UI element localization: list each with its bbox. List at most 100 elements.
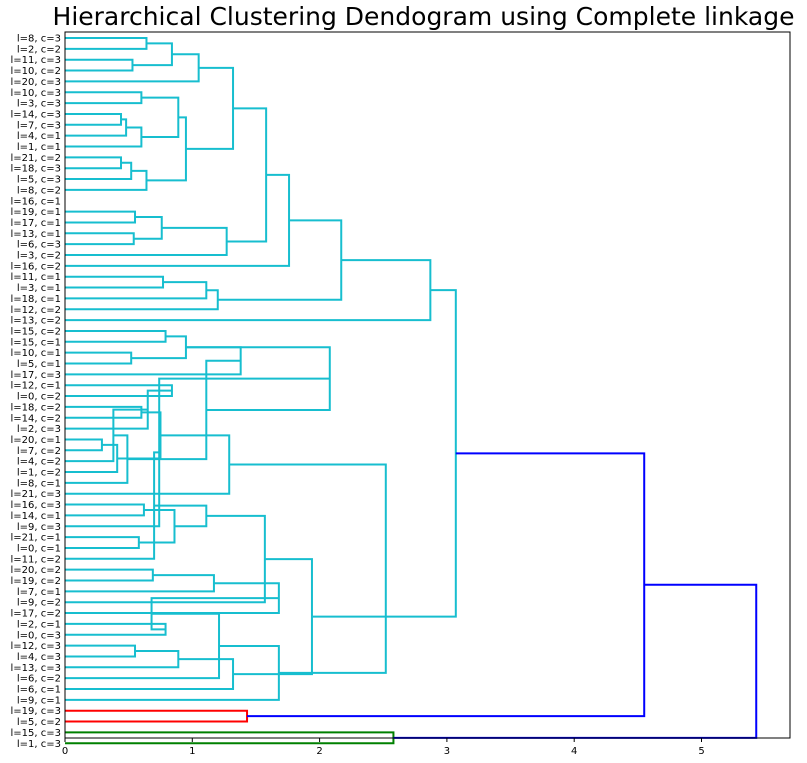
leaf-label: l=6, c=2: [17, 674, 61, 685]
dendrogram-link: [65, 709, 249, 723]
x-tick-label: 5: [698, 746, 704, 757]
leaf-label: l=2, c=1: [17, 619, 61, 630]
dendrogram-link: [393, 583, 758, 739]
leaf-label: l=1, c=2: [17, 468, 61, 479]
leaf-label: l=13, c=1: [11, 229, 61, 240]
leaf-label: l=2, c=2: [17, 44, 61, 55]
leaf-label: l=8, c=1: [17, 478, 61, 489]
dendrogram-link: [65, 259, 432, 322]
leaf-label: l=4, c=2: [17, 457, 61, 468]
dendrogram-link: [132, 42, 173, 67]
dendrogram-link: [65, 434, 231, 495]
leaf-label: l=10, c=2: [11, 66, 61, 77]
leaf-label: l=10, c=3: [11, 88, 61, 99]
leaf-label: l=16, c=1: [11, 196, 61, 207]
leaf-label: l=18, c=3: [11, 164, 61, 175]
dendrogram-link: [65, 438, 103, 452]
leaf-label: l=14, c=1: [11, 511, 61, 522]
leaf-label: l=12, c=1: [11, 381, 61, 392]
dendrogram-link: [131, 335, 187, 360]
x-tick-label: 4: [571, 746, 577, 757]
leaf-label: l=20, c=2: [11, 565, 61, 576]
dendrogram-link: [229, 463, 387, 674]
leaf-label: l=20, c=1: [11, 435, 61, 446]
leaf-label: l=11, c=2: [11, 554, 61, 565]
leaf-label: l=14, c=3: [11, 109, 61, 120]
leaf-label: l=5, c=3: [17, 175, 61, 186]
leaf-label: l=2, c=3: [17, 424, 61, 435]
leaf-label: l=21, c=1: [11, 533, 61, 544]
leaf-label: l=14, c=2: [11, 413, 61, 424]
leaf-label: l=0, c=1: [17, 543, 61, 554]
leaf-label: l=20, c=3: [11, 77, 61, 88]
leaf-label: l=3, c=3: [17, 99, 61, 110]
dendrogram-link: [65, 658, 235, 690]
leaf-label: l=7, c=2: [17, 446, 61, 457]
leaf-label: l=0, c=3: [17, 630, 61, 641]
leaf-label: l=19, c=1: [11, 207, 61, 218]
leaf-label: l=1, c=1: [17, 142, 61, 153]
dendrogram-link: [311, 289, 457, 618]
dendrogram-link: [65, 169, 148, 191]
dendrogram-link: [65, 210, 137, 224]
dendrogram-link: [65, 232, 135, 246]
dendrogram-link: [65, 289, 219, 311]
x-tick-label: 2: [316, 746, 322, 757]
dendrogram-link: [65, 351, 133, 365]
leaf-label: l=10, c=1: [11, 348, 61, 359]
leaf-label: l=15, c=2: [11, 326, 61, 337]
leaf-label: l=18, c=2: [11, 402, 61, 413]
leaf-label: l=18, c=1: [11, 294, 61, 305]
leaf-label: l=11, c=1: [11, 272, 61, 283]
leaf-label: l=13, c=2: [11, 316, 61, 327]
dendrogram-link: [65, 112, 123, 126]
dendrogram-link: [154, 504, 208, 528]
dendrogram-link: [65, 574, 215, 593]
x-tick-label: 3: [444, 746, 450, 757]
leaf-label: l=7, c=3: [17, 120, 61, 131]
leaf-label: l=12, c=3: [11, 641, 61, 652]
dendrogram-link: [65, 644, 280, 701]
leaf-label: l=16, c=2: [11, 261, 61, 272]
leaf-label: l=17, c=2: [11, 609, 61, 620]
dendrogram-link: [65, 568, 154, 582]
plot-frame: [64, 31, 791, 739]
dendrogram-link: [65, 58, 134, 72]
leaf-label: l=15, c=3: [11, 728, 61, 739]
leaf-label: l=9, c=2: [17, 598, 61, 609]
leaf-label: l=15, c=1: [11, 337, 61, 348]
leaf-label: l=7, c=1: [17, 587, 61, 598]
dendrogram-link: [65, 503, 145, 517]
dendrogram-link: [65, 37, 148, 50]
dendrogram-link: [247, 452, 646, 718]
dendrogram-link: [65, 405, 143, 419]
dendrogram-link: [65, 118, 128, 137]
leaf-labels: l=8, c=3l=2, c=2l=11, c=3l=10, c=2l=20, …: [11, 34, 61, 750]
leaf-label: l=6, c=1: [17, 685, 61, 696]
leaf-label: l=17, c=1: [11, 218, 61, 229]
dendrogram-link: [65, 156, 123, 170]
dendrogram-link: [65, 443, 119, 473]
dendrogram-link: [65, 281, 208, 300]
leaf-label: l=8, c=2: [17, 185, 61, 196]
dendrogram-link: [65, 91, 143, 105]
leaf-label: l=16, c=3: [11, 500, 61, 511]
dendrogram-link: [65, 622, 167, 636]
dendrogram-link: [146, 116, 187, 182]
x-tick-label: 0: [62, 746, 68, 757]
leaf-label: l=4, c=3: [17, 652, 61, 663]
leaf-label: l=9, c=3: [17, 522, 61, 533]
dendrogram-link: [133, 216, 163, 240]
dendrogram-link: [141, 96, 180, 139]
leaf-label: l=4, c=1: [17, 131, 61, 142]
leaf-label: l=1, c=3: [17, 739, 61, 750]
dendrogram-link: [65, 126, 143, 148]
leaf-label: l=5, c=1: [17, 359, 61, 370]
leaf-label: l=12, c=2: [11, 305, 61, 316]
dendrogram-link: [65, 226, 228, 256]
dendrogram-link: [65, 644, 137, 658]
dendrogram-link: [185, 66, 235, 150]
dendrogram-link: [65, 173, 291, 267]
dendrogram-link: [233, 558, 313, 676]
leaf-label: l=9, c=1: [17, 695, 61, 706]
